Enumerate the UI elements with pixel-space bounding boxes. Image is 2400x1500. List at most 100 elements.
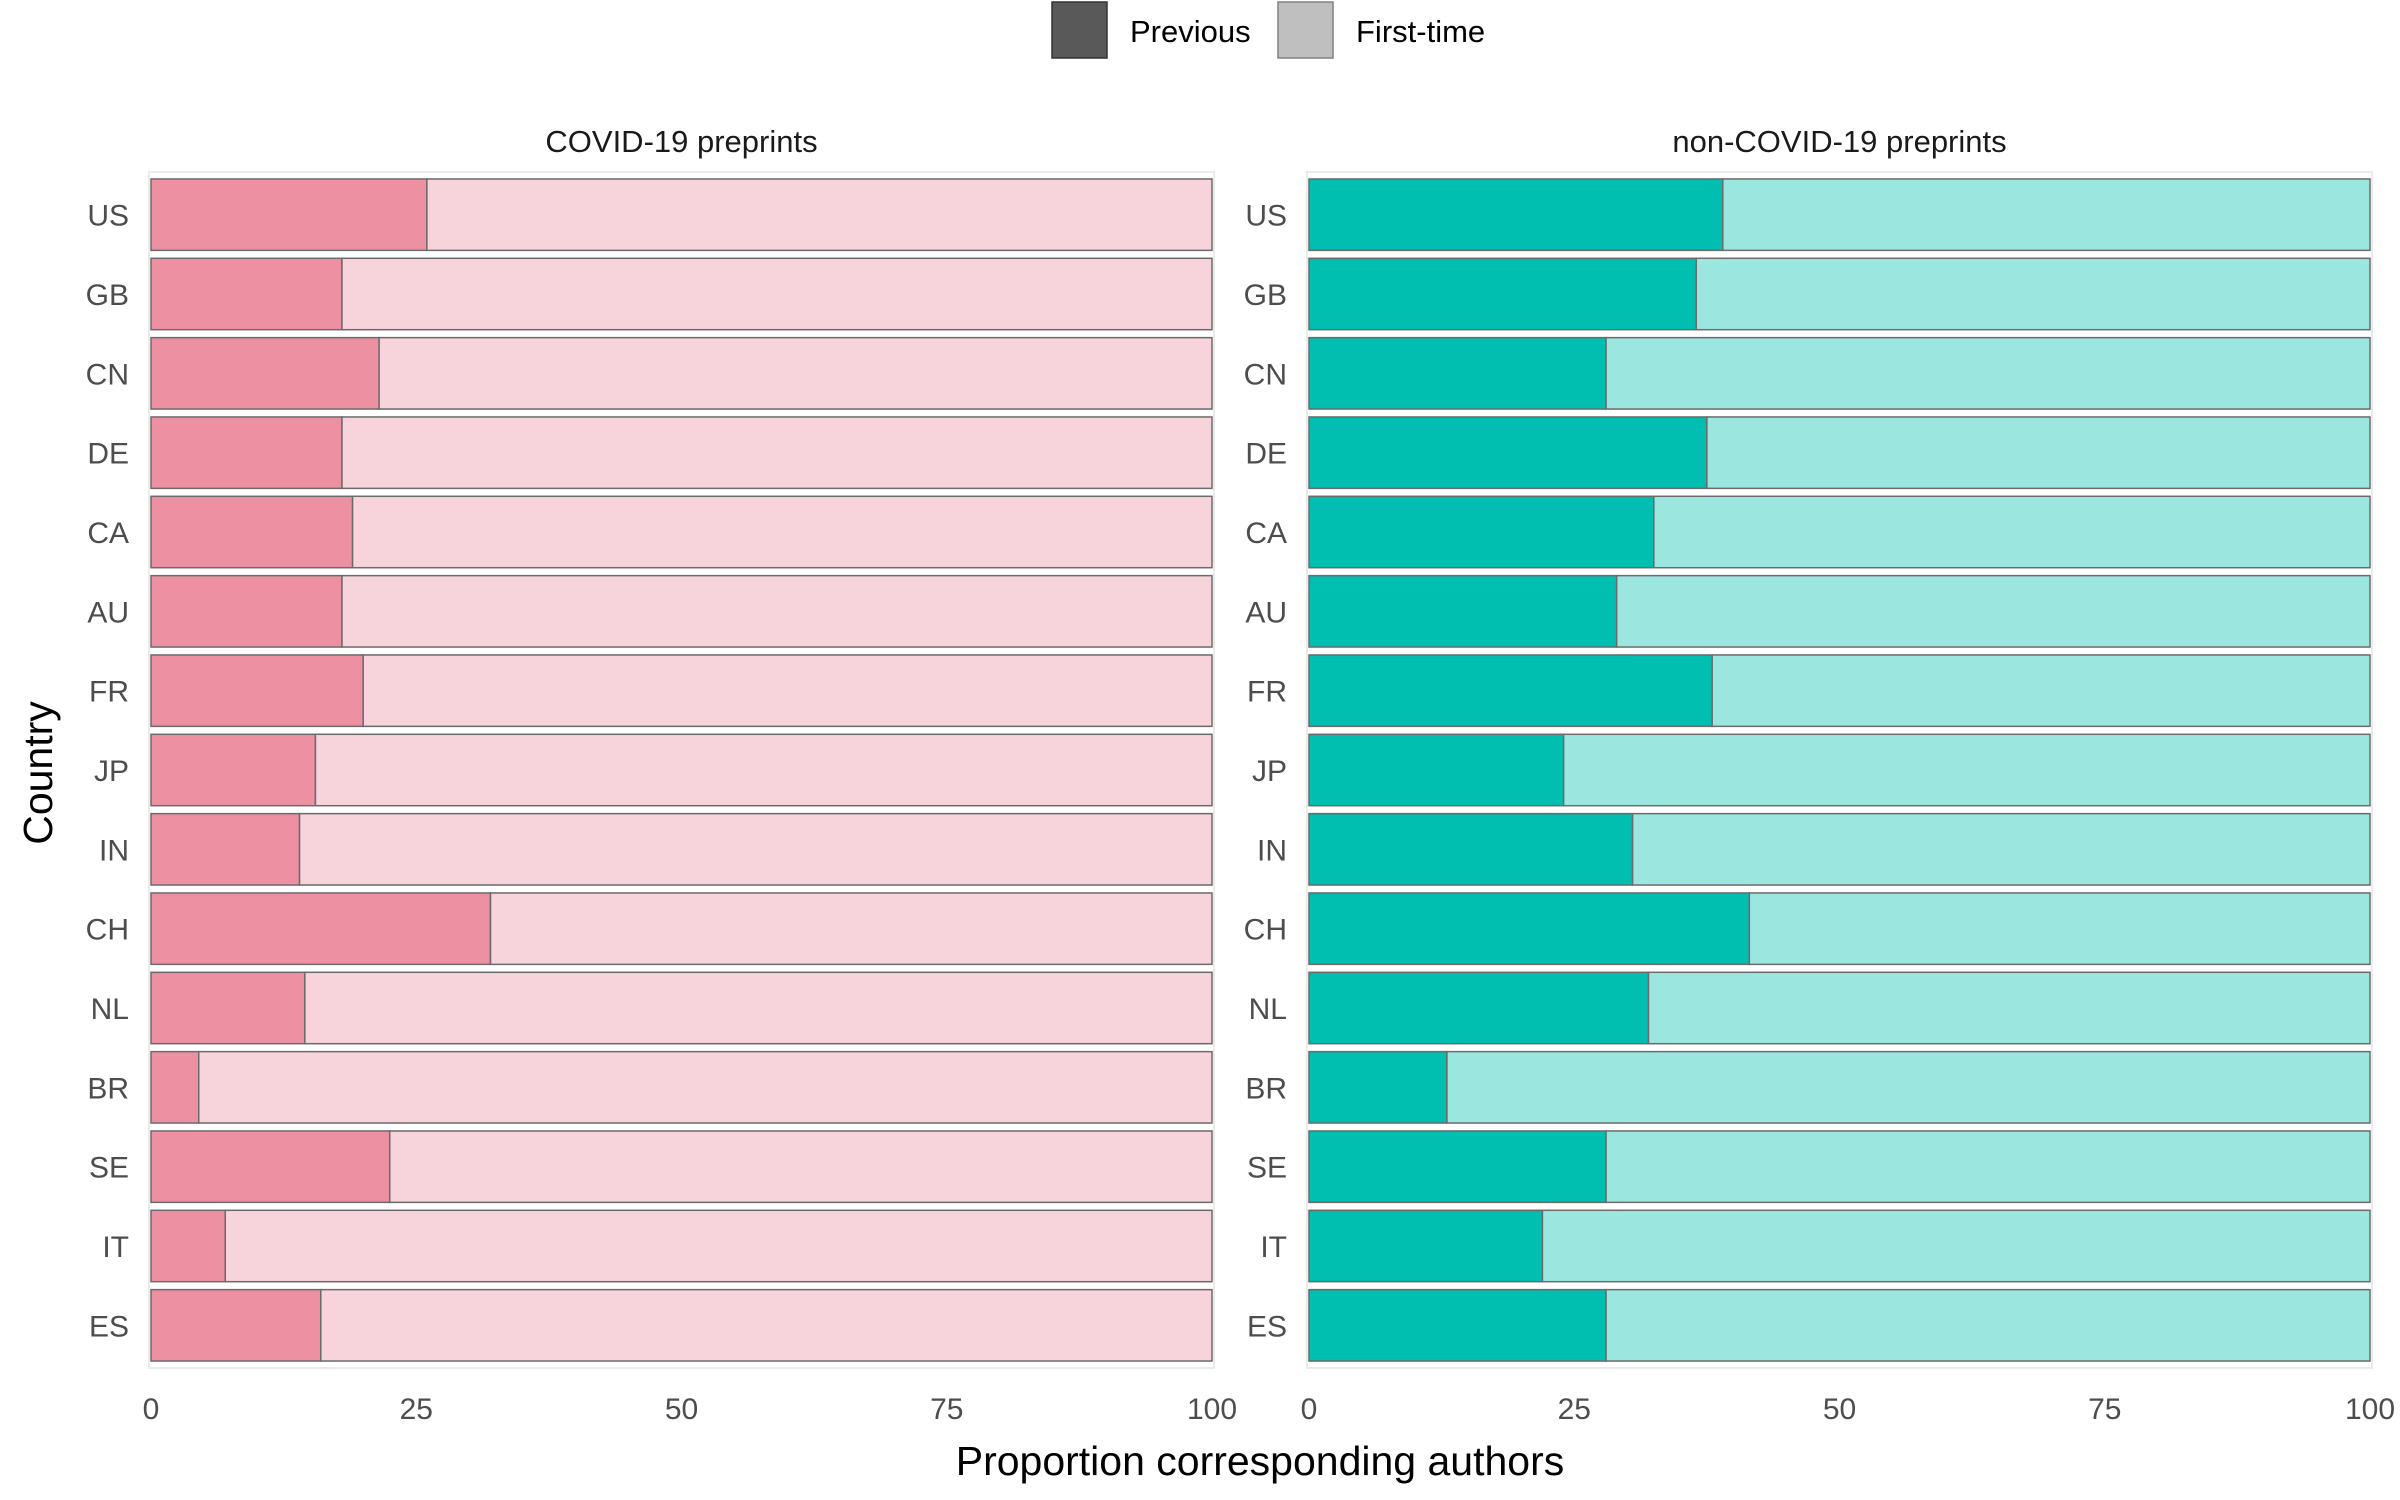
- x-tick-label: 100: [2345, 1393, 2395, 1426]
- bar-covid-nl-previous: [150, 971, 306, 1045]
- panel-title: non-COVID-19 preprints: [1672, 124, 2006, 159]
- y-tick-label: US: [1245, 200, 1287, 233]
- y-tick-label: CA: [1245, 517, 1287, 550]
- y-tick-label: FR: [89, 676, 129, 709]
- bar-non-covid-jp-previous: [1308, 733, 1565, 807]
- y-tick-label: AU: [1245, 596, 1287, 629]
- y-tick-label: IT: [1260, 1231, 1287, 1264]
- y-tick-label: ES: [89, 1310, 129, 1343]
- y-axis-title: Country: [15, 701, 61, 845]
- bar-non-covid-cn-previous: [1308, 336, 1607, 410]
- legend-label-first-time: First-time: [1356, 14, 1485, 49]
- y-tick-label: GB: [1244, 279, 1287, 312]
- bar-non-covid-us-first-time: [1722, 178, 2371, 252]
- legend-swatch-first-time: [1277, 1, 1334, 59]
- y-tick-label: ES: [1247, 1310, 1287, 1343]
- y-tick-label: CA: [87, 517, 129, 550]
- bar-non-covid-ch-previous: [1308, 892, 1751, 966]
- y-tick-label: JP: [94, 755, 129, 788]
- bar-non-covid-ca-first-time: [1653, 495, 2371, 569]
- y-tick-label: FR: [1247, 676, 1287, 709]
- x-tick-label: 0: [143, 1393, 160, 1426]
- x-tick-label: 100: [1187, 1393, 1237, 1426]
- bar-non-covid-nl-first-time: [1647, 971, 2371, 1045]
- legend-label-previous: Previous: [1130, 14, 1251, 49]
- bar-covid-br-first-time: [197, 1050, 1213, 1124]
- y-tick-label: BR: [1245, 1072, 1287, 1105]
- y-tick-label: DE: [1245, 438, 1287, 471]
- bar-non-covid-fr-first-time: [1711, 654, 2371, 728]
- bar-covid-fr-first-time: [362, 654, 1213, 728]
- bar-covid-se-first-time: [388, 1130, 1213, 1204]
- panel-border: [1306, 171, 2373, 1369]
- y-tick-label: IN: [1257, 834, 1287, 867]
- x-tick-label: 25: [1558, 1393, 1591, 1426]
- bar-non-covid-se-first-time: [1605, 1130, 2371, 1204]
- bar-covid-de-first-time: [341, 416, 1213, 490]
- bar-non-covid-it-first-time: [1541, 1209, 2371, 1283]
- y-tick-label: NL: [91, 993, 129, 1026]
- bar-non-covid-gb-first-time: [1695, 257, 2371, 331]
- bar-covid-ca-previous: [150, 495, 354, 569]
- bar-non-covid-cn-first-time: [1605, 336, 2371, 410]
- y-tick-label: IN: [99, 834, 129, 867]
- bar-covid-us-first-time: [426, 178, 1213, 252]
- bar-non-covid-in-first-time: [1631, 812, 2371, 886]
- panel-title: COVID-19 preprints: [545, 124, 817, 159]
- bar-covid-it-first-time: [224, 1209, 1213, 1283]
- y-tick-label: CN: [86, 358, 129, 391]
- bar-non-covid-br-first-time: [1446, 1050, 2371, 1124]
- x-tick-label: 0: [1301, 1393, 1318, 1426]
- bar-covid-us-previous: [150, 178, 428, 252]
- y-tick-label: NL: [1249, 993, 1287, 1026]
- bar-non-covid-ca-previous: [1308, 495, 1655, 569]
- bar-covid-ca-first-time: [351, 495, 1213, 569]
- bar-covid-es-first-time: [320, 1288, 1213, 1362]
- bar-covid-gb-first-time: [341, 257, 1213, 331]
- bar-covid-se-previous: [150, 1130, 391, 1204]
- bar-covid-nl-first-time: [304, 971, 1213, 1045]
- bar-non-covid-se-previous: [1308, 1130, 1607, 1204]
- x-tick-label: 75: [930, 1393, 963, 1426]
- bar-non-covid-br-previous: [1308, 1050, 1448, 1124]
- bar-non-covid-au-first-time: [1615, 574, 2371, 648]
- y-tick-label: CN: [1244, 358, 1287, 391]
- bar-non-covid-es-previous: [1308, 1288, 1607, 1362]
- y-tick-label: SE: [1247, 1152, 1287, 1185]
- y-tick-label: US: [87, 200, 129, 233]
- bar-non-covid-it-previous: [1308, 1209, 1544, 1283]
- bar-covid-jp-first-time: [314, 733, 1213, 807]
- bar-non-covid-fr-previous: [1308, 654, 1713, 728]
- x-axis-title: Proportion corresponding authors: [956, 1438, 1565, 1484]
- bar-covid-ch-previous: [150, 892, 492, 966]
- bar-covid-au-first-time: [341, 574, 1213, 648]
- legend: Previous First-time: [1051, 1, 1485, 59]
- bar-covid-in-first-time: [298, 812, 1213, 886]
- bar-covid-jp-previous: [150, 733, 317, 807]
- panel-border: [148, 171, 1215, 1369]
- bar-covid-de-previous: [150, 416, 343, 490]
- bar-covid-in-previous: [150, 812, 301, 886]
- bar-non-covid-in-previous: [1308, 812, 1634, 886]
- bar-non-covid-ch-first-time: [1748, 892, 2371, 966]
- bar-non-covid-nl-previous: [1308, 971, 1650, 1045]
- legend-swatch-previous: [1051, 1, 1108, 59]
- bar-non-covid-jp-first-time: [1562, 733, 2371, 807]
- bar-non-covid-de-first-time: [1706, 416, 2371, 490]
- y-tick-label: IT: [102, 1231, 129, 1264]
- y-tick-label: AU: [87, 596, 129, 629]
- bar-non-covid-es-first-time: [1605, 1288, 2371, 1362]
- x-tick-label: 50: [665, 1393, 698, 1426]
- x-tick-label: 25: [400, 1393, 433, 1426]
- bar-non-covid-gb-previous: [1308, 257, 1698, 331]
- x-tick-label: 75: [2088, 1393, 2121, 1426]
- bar-covid-fr-previous: [150, 654, 364, 728]
- bar-covid-ch-first-time: [489, 892, 1213, 966]
- bar-covid-au-previous: [150, 574, 343, 648]
- bar-non-covid-us-previous: [1308, 178, 1724, 252]
- panel-covid-19: COVID-19 preprints US GB CN DE CA AU FR JP IN CH NL…: [86, 124, 1237, 1426]
- y-tick-label: CH: [1244, 914, 1287, 947]
- bar-non-covid-de-previous: [1308, 416, 1708, 490]
- bar-covid-cn-first-time: [378, 336, 1213, 410]
